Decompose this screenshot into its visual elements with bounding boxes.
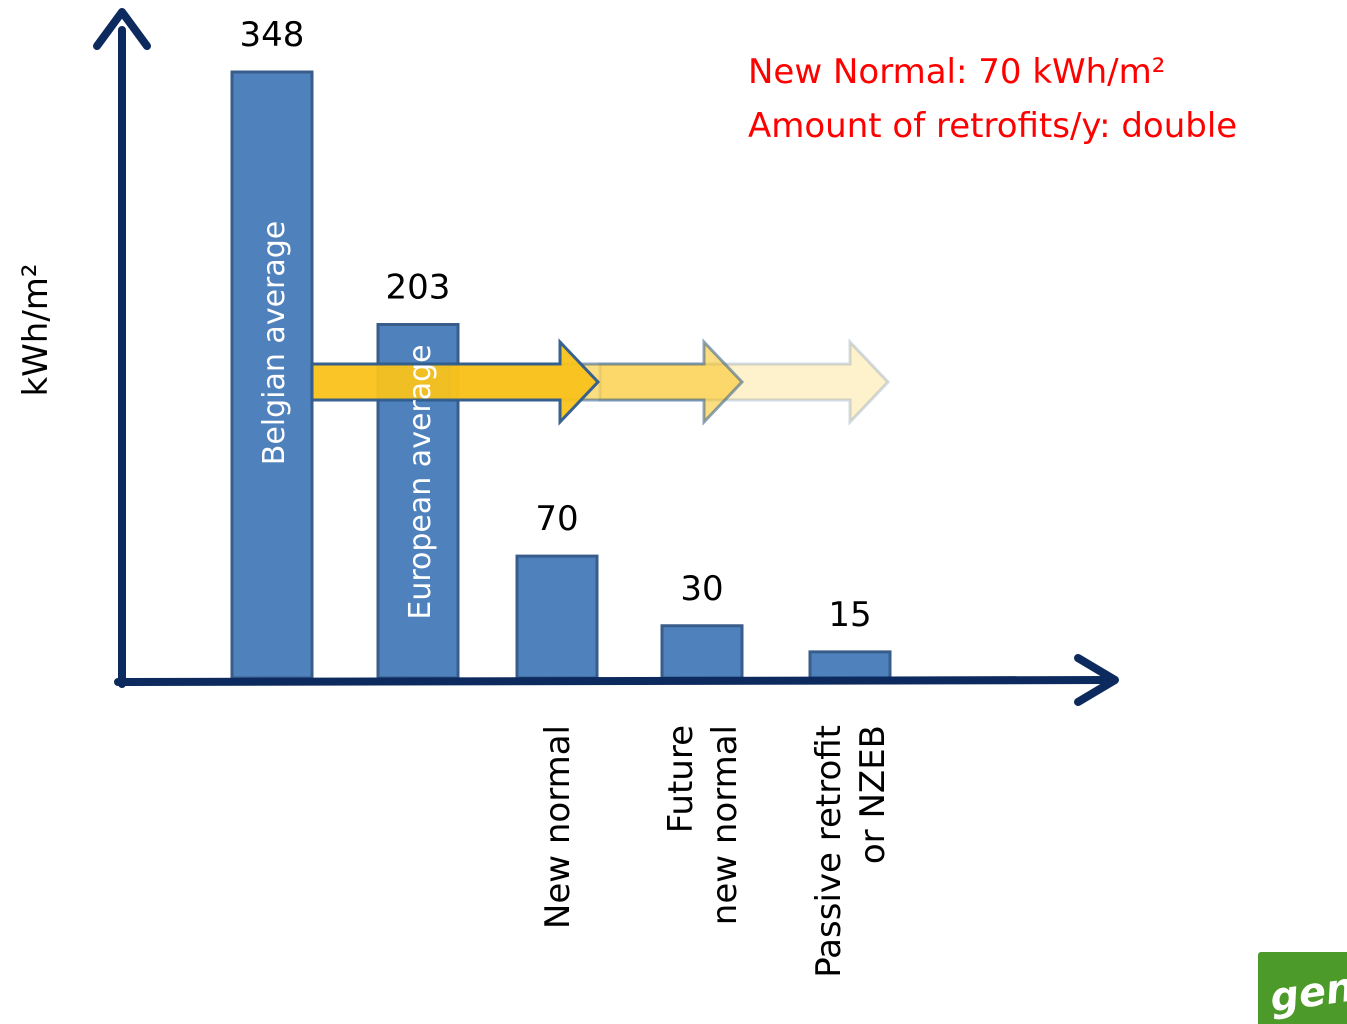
category-label-3-1: new normal <box>705 725 745 925</box>
x-axis-arrowhead <box>1074 654 1119 706</box>
bar-2 <box>515 554 599 680</box>
category-label-3-0: Future <box>661 725 701 833</box>
y-axis-label: kWh/m² <box>16 263 56 397</box>
labels-layer: 348 Belgian average 203 European average 70 N… <box>240 15 893 978</box>
x-axis-line <box>114 676 1114 686</box>
bar-inside-label-1: European average <box>403 344 438 619</box>
bar-inside-label-0: Belgian average <box>257 221 292 466</box>
category-label-4-0: Passive retrofit <box>809 725 849 978</box>
value-label-1: 203 <box>386 268 451 308</box>
bar-0 <box>230 70 314 680</box>
category-label-2-0: New normal <box>538 725 578 929</box>
annotation-new-normal: New Normal: 70 kWh/m² <box>748 52 1166 92</box>
y-axis-arrowhead <box>93 8 151 50</box>
bar-3 <box>660 624 744 680</box>
axes-layer <box>93 8 1119 706</box>
arrow-main <box>310 338 601 426</box>
value-label-2: 70 <box>535 499 578 539</box>
logo-text: gen <box>1267 964 1347 1022</box>
bar-4 <box>808 650 892 680</box>
category-label-4-1: or NZEB <box>853 725 893 864</box>
value-label-0: 348 <box>240 15 305 55</box>
annotation-retrofits: Amount of retrofits/y: double <box>748 106 1238 146</box>
value-label-3: 30 <box>680 569 723 609</box>
arrows-layer <box>310 338 891 426</box>
value-label-4: 15 <box>828 595 871 635</box>
logo: gen <box>1258 952 1347 1024</box>
